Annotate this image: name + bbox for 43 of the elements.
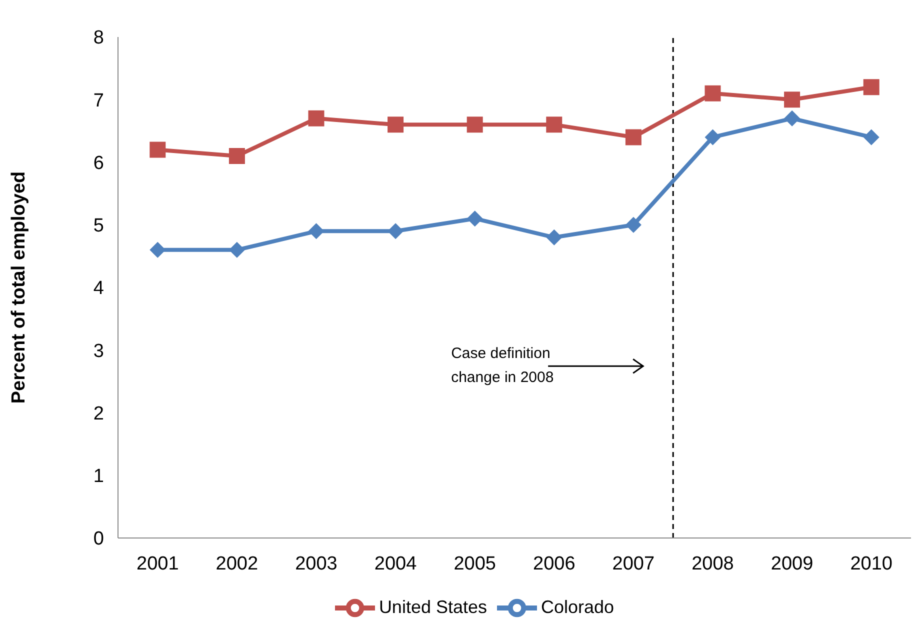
legend-label: Colorado <box>541 596 614 617</box>
point <box>228 148 245 164</box>
point <box>308 110 324 126</box>
y-tick-label: 0 <box>93 528 104 550</box>
x-tick-label: 2007 <box>612 553 655 574</box>
point <box>546 229 562 246</box>
point <box>466 116 483 133</box>
y-tick-label: 8 <box>93 28 104 49</box>
x-tick-label: 2005 <box>454 553 496 574</box>
point <box>863 79 880 96</box>
y-axis-title: Percent of total employed <box>8 171 30 404</box>
point <box>150 242 166 258</box>
y-tick-label: 2 <box>93 403 104 424</box>
point <box>784 110 800 126</box>
point <box>546 116 562 133</box>
x-tick-label: 2002 <box>216 553 258 574</box>
x-tick-label: 2003 <box>295 553 338 574</box>
y-tick-label: 3 <box>93 340 104 362</box>
point <box>704 129 721 146</box>
y-tick-label: 5 <box>93 216 104 237</box>
point <box>228 242 245 258</box>
x-tick-label: 2009 <box>770 553 814 574</box>
annotation: Case definition change in 2008 <box>451 345 554 386</box>
point <box>704 85 721 102</box>
x-tick-label: 2010 <box>850 553 892 574</box>
point <box>863 129 880 146</box>
x-tick-label: 2004 <box>374 553 418 574</box>
point <box>388 116 404 133</box>
point <box>150 142 166 158</box>
y-tick-label: 6 <box>93 152 104 174</box>
point <box>784 92 800 108</box>
point <box>466 210 483 227</box>
point <box>388 223 404 240</box>
y-tick-label: 7 <box>93 90 104 112</box>
x-tick-label: 2006 <box>533 553 576 574</box>
legend-label: United States <box>378 596 487 617</box>
point <box>625 216 642 233</box>
y-tick-label: 1 <box>93 466 104 488</box>
x-tick-label: 2001 <box>136 553 179 574</box>
point <box>625 129 642 146</box>
point <box>308 223 324 240</box>
x-tick-label: 2008 <box>692 553 734 574</box>
y-tick-label: 4 <box>93 278 104 300</box>
